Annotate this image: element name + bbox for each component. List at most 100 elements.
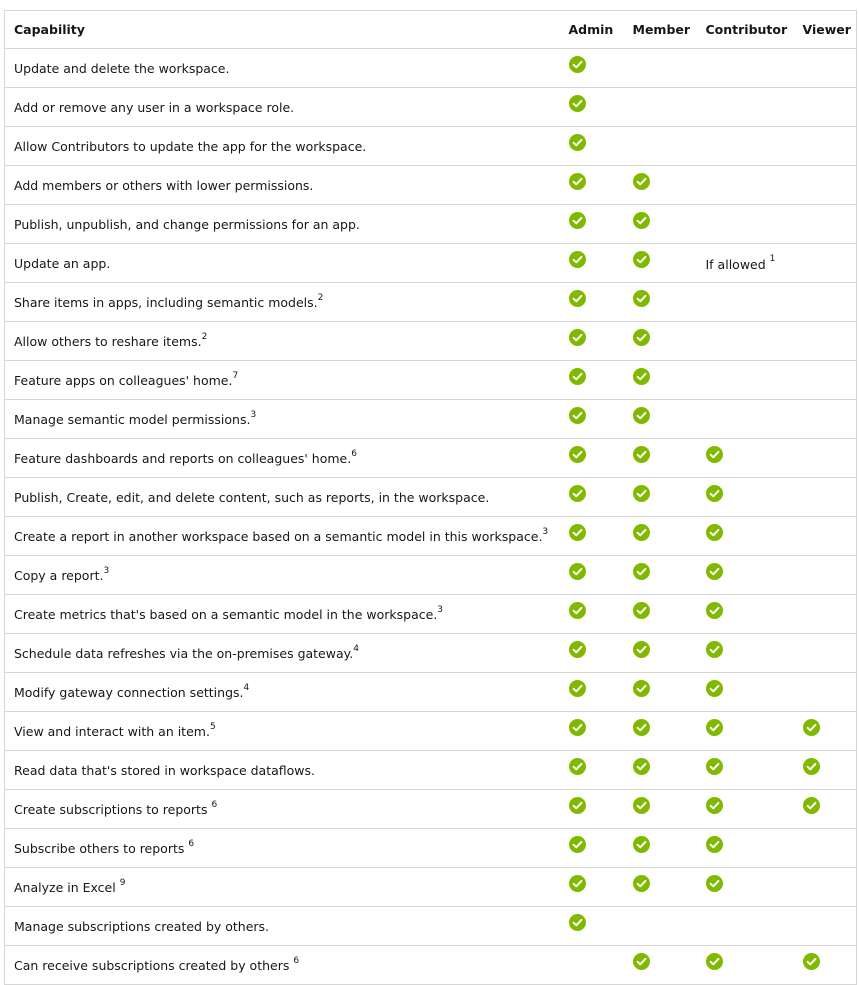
capability-cell: Modify gateway connection settings.4	[4, 672, 557, 712]
member-cell	[620, 282, 694, 322]
capability-text: Share items in apps, including semantic …	[14, 294, 318, 310]
table-row: Can receive subscriptions created by oth…	[4, 945, 857, 985]
checkmark-icon	[568, 797, 586, 814]
table-row: Add or remove any user in a workspace ro…	[4, 87, 857, 127]
footnote-marker: 7	[232, 371, 239, 382]
footnote-marker: 6	[351, 449, 357, 460]
checkmark-icon	[568, 251, 586, 268]
capability-cell: Publish, Create, edit, and delete conten…	[4, 477, 557, 517]
member-cell	[620, 633, 694, 673]
member-cell	[620, 594, 694, 634]
capability-text: Manage semantic model permissions.	[14, 411, 251, 427]
checkmark-icon	[802, 758, 820, 775]
capability-text: Modify gateway connection settings.	[14, 684, 244, 700]
viewer-cell	[790, 750, 857, 790]
checkmark-icon	[632, 446, 650, 463]
checkmark-icon	[568, 368, 586, 385]
table-row: Publish, unpublish, and change permissio…	[4, 204, 857, 244]
footnote-marker: 6	[188, 839, 195, 850]
member-cell	[620, 789, 694, 829]
capability-cell: Copy a report.3	[4, 555, 557, 595]
capability-text: Copy a report.	[14, 567, 104, 583]
table-row: Subscribe others to reports 6	[4, 828, 857, 868]
checkmark-icon	[632, 680, 650, 697]
viewer-cell	[790, 321, 857, 361]
footnote-marker: 6	[293, 956, 300, 967]
capability-text: Create metrics that's based on a semanti…	[14, 606, 438, 622]
capability-cell: Manage subscriptions created by others.	[4, 906, 557, 946]
table-row: Share items in apps, including semantic …	[4, 282, 857, 322]
capability-cell: Read data that's stored in workspace dat…	[4, 750, 557, 790]
footnote-marker: 6	[211, 800, 218, 811]
checkmark-icon	[632, 212, 650, 229]
table-body: Update and delete the workspace. Add or r…	[4, 48, 857, 985]
contributor-cell	[693, 672, 791, 712]
admin-cell	[556, 243, 621, 283]
capability-text: Feature apps on colleagues' home.	[14, 372, 233, 388]
table-row: Allow others to reshare items.2	[4, 321, 857, 361]
capability-cell: View and interact with an item.5	[4, 711, 557, 751]
table-row: Feature dashboards and reports on collea…	[4, 438, 857, 478]
table-row: Copy a report.3	[4, 555, 857, 595]
member-cell	[620, 672, 694, 712]
viewer-cell	[790, 711, 857, 751]
header-member: Member	[620, 10, 694, 49]
admin-cell	[556, 828, 621, 868]
checkmark-icon	[568, 563, 586, 580]
contributor-cell	[693, 555, 791, 595]
capability-cell: Share items in apps, including semantic …	[4, 282, 557, 322]
checkmark-icon	[802, 797, 820, 814]
table-row: Manage subscriptions created by others.	[4, 906, 857, 946]
capability-text: Can receive subscriptions created by oth…	[14, 957, 294, 973]
capability-cell: Create metrics that's based on a semanti…	[4, 594, 557, 634]
checkmark-icon	[705, 680, 723, 697]
header-viewer: Viewer	[790, 10, 857, 49]
member-cell	[620, 243, 694, 283]
table-row: Update and delete the workspace.	[4, 48, 857, 88]
capability-text: Analyze in Excel	[14, 879, 120, 895]
footnote-marker: 4	[243, 683, 250, 694]
member-cell	[620, 516, 694, 556]
checkmark-icon	[632, 719, 650, 736]
member-cell	[620, 555, 694, 595]
contributor-cell	[693, 204, 791, 244]
viewer-cell	[790, 672, 857, 712]
capability-cell: Create subscriptions to reports 6	[4, 789, 557, 829]
viewer-cell	[790, 243, 857, 283]
contributor-cell	[693, 48, 791, 88]
checkmark-icon	[705, 875, 723, 892]
checkmark-icon	[568, 758, 586, 775]
capability-cell: Allow Contributors to update the app for…	[4, 126, 557, 166]
capability-cell: Create a report in another workspace bas…	[4, 516, 557, 556]
checkmark-icon	[705, 524, 723, 541]
checkmark-icon	[632, 251, 650, 268]
member-cell	[620, 906, 694, 946]
admin-cell	[556, 438, 621, 478]
workspace-roles-capability-table: Capability Admin Member Contributor View…	[4, 10, 857, 985]
checkmark-icon	[632, 563, 650, 580]
checkmark-icon	[632, 329, 650, 346]
footnote-marker: 2	[201, 332, 208, 343]
admin-cell	[556, 906, 621, 946]
capability-cell: Publish, unpublish, and change permissio…	[4, 204, 557, 244]
checkmark-icon	[632, 290, 650, 307]
contributor-cell	[693, 789, 791, 829]
admin-cell	[556, 282, 621, 322]
viewer-cell	[790, 87, 857, 127]
contributor-cell	[693, 867, 791, 907]
contributor-cell	[693, 321, 791, 361]
checkmark-icon	[632, 875, 650, 892]
checkmark-icon	[568, 212, 586, 229]
capability-cell: Add or remove any user in a workspace ro…	[4, 87, 557, 127]
table-row: Schedule data refreshes via the on-premi…	[4, 633, 857, 673]
admin-cell	[556, 516, 621, 556]
admin-cell	[556, 750, 621, 790]
checkmark-icon	[568, 290, 586, 307]
admin-cell	[556, 321, 621, 361]
checkmark-icon	[705, 641, 723, 658]
checkmark-icon	[632, 368, 650, 385]
capability-text: Allow others to reshare items.	[14, 333, 202, 349]
checkmark-icon	[632, 173, 650, 190]
footnote-marker: 5	[209, 722, 216, 733]
footnote-marker: 2	[317, 293, 324, 304]
